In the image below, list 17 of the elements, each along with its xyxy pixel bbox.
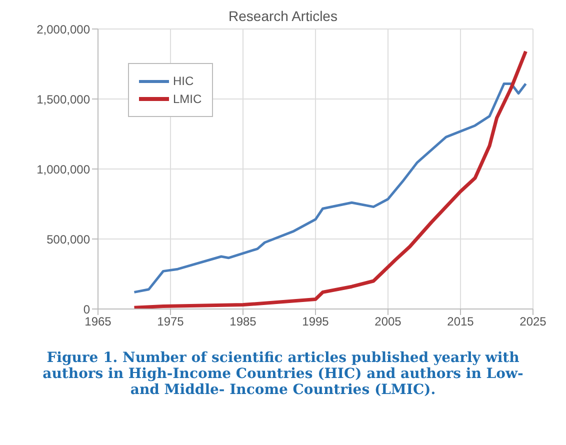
x-tick-label: 1965	[84, 314, 112, 329]
y-tick-label: 500,000	[46, 232, 90, 246]
y-tick-label: 0	[83, 302, 90, 316]
line-series	[132, 50, 528, 309]
x-tick-label: 1995	[302, 314, 330, 329]
x-tick-label: 1975	[157, 314, 184, 329]
caption: Figure 1. Number of scientific articles published yearly with authors in High-Income Countries (HIC) and authors in Low- and Middle- Income Countries (LMIC).	[42, 349, 524, 400]
y-tick-label: 1,500,000	[36, 92, 90, 106]
x-tick-label: 2015	[447, 314, 474, 329]
y-tick-label: 1,000,000	[36, 162, 90, 176]
legend-label: LMIC	[173, 92, 202, 106]
chart-title: Research Articles	[228, 8, 338, 24]
x-tick-label: 2025	[520, 314, 547, 329]
y-tick-label: 2,000,000	[36, 22, 90, 36]
x-tick-label: 2005	[374, 314, 402, 329]
x-tick-label: 1985	[230, 314, 257, 329]
legend-label: HIC	[173, 74, 194, 88]
